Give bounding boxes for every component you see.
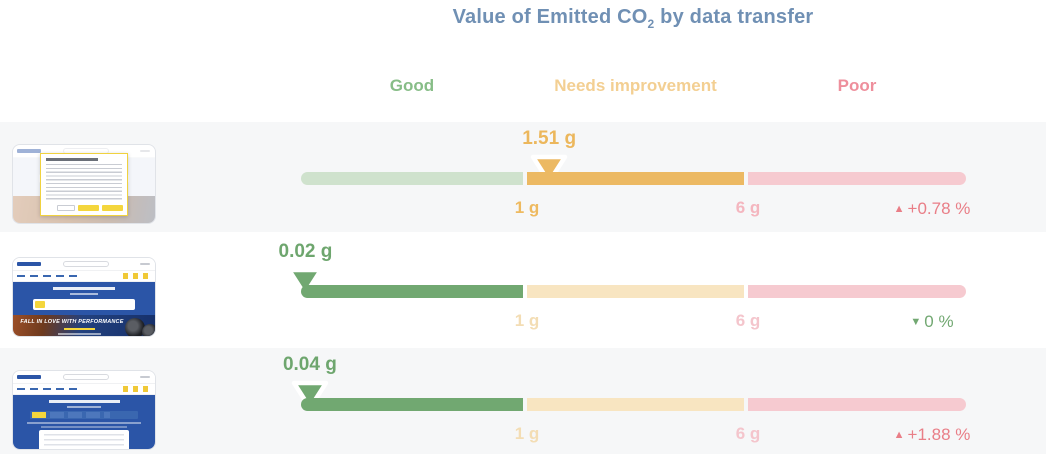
gauge-tick-1g: 1 g xyxy=(514,424,540,443)
site-search-bar xyxy=(63,374,109,380)
body-note-line xyxy=(27,422,141,424)
tire-image xyxy=(125,318,145,336)
zone-header-needs-improvement: Needs improvement xyxy=(554,76,717,95)
cookie-accept-button xyxy=(102,205,123,211)
hero-banner-subline xyxy=(64,328,96,330)
zone-header-poor: Poor xyxy=(837,76,877,95)
gauge-tick-6g: 6 g xyxy=(735,198,761,217)
change-indicator: ▼ 0 % xyxy=(866,312,998,332)
page-thumbnail-homepage[interactable]: FALL IN LOVE WITH PERFORMANCE xyxy=(12,257,156,337)
page-thumbnail-cookie-consent[interactable] xyxy=(12,144,156,224)
thumbnail-body-area xyxy=(13,395,155,449)
inactive-tabs xyxy=(50,412,111,418)
chart-title-suffix: by data transfer xyxy=(654,6,814,28)
cookie-settings-button xyxy=(78,205,99,211)
gauge-tick-6g: 6 g xyxy=(735,311,761,330)
nav-links xyxy=(17,388,77,390)
change-indicator: ▲ +0.78 % xyxy=(866,199,998,219)
change-arrow-icon: ▲ xyxy=(893,429,905,441)
hero-heading-line xyxy=(52,287,116,290)
hero-search-box xyxy=(32,299,136,310)
change-value: +1.88 % xyxy=(907,425,971,444)
page-thumbnail-listing[interactable] xyxy=(12,370,156,450)
site-logo xyxy=(17,375,41,379)
gauge-row-listing-page: 0.04 g 1 g 6 g ▲ +1.88 % xyxy=(0,348,1046,454)
change-arrow-icon: ▼ xyxy=(910,316,922,328)
gauge-segment-poor xyxy=(748,285,966,298)
chart-title-text: Value of Emitted CO xyxy=(452,6,648,28)
zone-header-good: Good xyxy=(389,76,435,95)
gauge-segment-poor xyxy=(748,172,966,185)
change-arrow-icon: ▲ xyxy=(893,203,905,215)
gauge-segment-good xyxy=(301,172,523,185)
gauge-tick-1g: 1 g xyxy=(514,198,540,217)
nav-links xyxy=(17,275,77,277)
body-links-line xyxy=(66,406,102,408)
gauge-segment-needs-improvement xyxy=(527,285,744,298)
gauge-value: 0.02 g xyxy=(278,241,333,262)
gauge-marker xyxy=(291,380,329,411)
gauge-tick-6g: 6 g xyxy=(735,424,761,443)
gauge-segment-needs-improvement xyxy=(527,398,744,411)
body-note-line-2 xyxy=(41,426,127,428)
gauge-row-homepage: FALL IN LOVE WITH PERFORMANCE 0.02 g 1 g… xyxy=(0,235,1046,345)
gauge-segment-good xyxy=(301,398,523,411)
active-tab xyxy=(32,412,47,418)
thumbnail-photo-strip: FALL IN LOVE WITH PERFORMANCE xyxy=(13,315,155,336)
dropdown-list-items xyxy=(43,434,125,449)
change-value: 0 % xyxy=(924,312,954,331)
thumbnail-nav-bar xyxy=(13,384,155,395)
tab-bar xyxy=(30,411,138,419)
hero-banner-text: FALL IN LOVE WITH PERFORMANCE xyxy=(20,319,124,325)
gauge-marker xyxy=(287,267,324,298)
gauge-segment-good xyxy=(301,285,523,298)
change-indicator: ▲ +1.88 % xyxy=(866,425,998,445)
hero-banner-subline-2 xyxy=(58,333,102,335)
body-heading-line xyxy=(48,400,120,403)
gauge-row-cookie-page: 1.51 g 1 g 6 g ▲ +0.78 % xyxy=(0,122,1046,232)
chart-title-subscript: 2 xyxy=(647,17,655,31)
gauge-tick-1g: 1 g xyxy=(514,311,540,330)
gauge-value: 0.04 g xyxy=(282,354,337,375)
hero-subheading-line xyxy=(69,293,99,295)
site-search-bar xyxy=(63,261,109,267)
gauge-marker xyxy=(530,154,568,185)
site-menu-icon xyxy=(140,376,150,378)
thumbnail-hero-area xyxy=(13,282,155,315)
tire-image xyxy=(142,324,155,336)
nav-icons xyxy=(123,386,151,392)
nav-icons xyxy=(123,273,151,279)
hero-search-tab xyxy=(34,301,45,308)
dropdown-panel xyxy=(38,430,130,449)
thumbnail-nav-bar xyxy=(13,271,155,282)
gauge-segment-poor xyxy=(748,398,966,411)
thumbnail-header-bar xyxy=(13,371,155,384)
gauge-segment-needs-improvement xyxy=(527,172,744,185)
site-logo xyxy=(17,149,41,153)
site-menu-icon xyxy=(140,150,150,152)
cookie-modal-title xyxy=(46,158,98,161)
thumbnail-header-bar xyxy=(13,258,155,271)
site-menu-icon xyxy=(140,263,150,265)
cookie-modal-text-lines xyxy=(46,164,122,202)
cookie-consent-modal xyxy=(40,153,128,216)
chart-title: Value of Emitted CO2 by data transfer xyxy=(220,6,1046,31)
site-logo xyxy=(17,262,41,266)
cookie-decline-button xyxy=(57,205,75,211)
gauge-value: 1.51 g xyxy=(522,128,577,149)
cookie-modal-buttons xyxy=(46,205,123,211)
change-value: +0.78 % xyxy=(907,199,971,218)
